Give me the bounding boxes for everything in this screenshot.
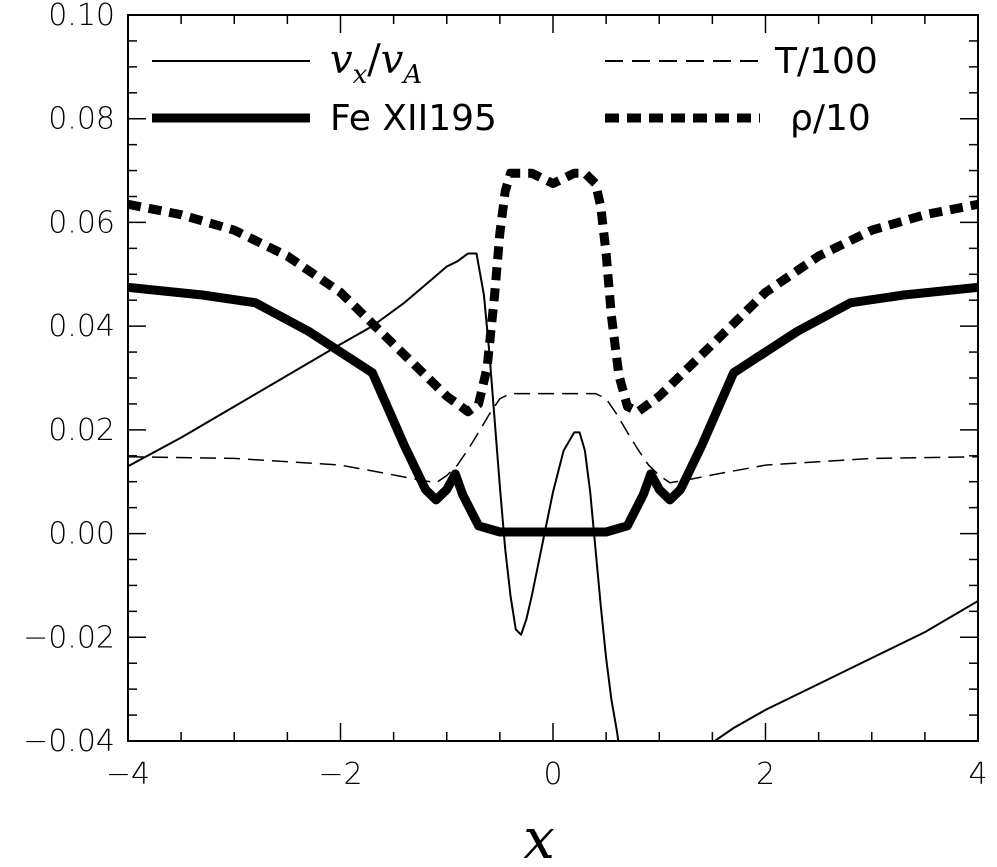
y-tick-label: −0.02: [23, 620, 115, 655]
axes-layer: −4 −2 0 2 4 −0.04 −0.02 0.00 0.02 0.04 0.06 0.08 0.1…: [23, 0, 987, 792]
series-line-4: [128, 168, 978, 417]
legend-label-temperature: T/100: [774, 41, 878, 82]
data-series-layer: [128, 168, 978, 741]
y-tick-label: 0.04: [48, 309, 115, 344]
series-line-3: [128, 282, 978, 537]
y-tick-label: 0.08: [48, 102, 115, 137]
series-line-0: [128, 252, 620, 741]
x-tick-label: −2: [318, 757, 362, 792]
x-axis-label: x: [523, 807, 555, 867]
y-tick-label: 0.00: [48, 517, 115, 552]
y-tick-label: 0.10: [48, 0, 115, 33]
legend-label-density: ρ/10: [790, 98, 871, 139]
y-tick-label: 0.06: [48, 205, 115, 240]
legend: vx/vA T/100 Fe XII195 ρ/10: [152, 37, 878, 139]
legend-label-fexii: Fe XII195: [330, 98, 497, 139]
plot-frame: [127, 14, 979, 742]
y-tick-label: −0.04: [23, 724, 115, 759]
series-line-1: [712, 600, 978, 741]
x-tick-label: 4: [968, 757, 987, 792]
x-tick-label: 0: [543, 757, 562, 792]
y-tick-label: 0.02: [48, 413, 115, 448]
x-tick-label: −4: [106, 757, 150, 792]
x-tick-label: 2: [756, 757, 775, 792]
legend-label-vx: vx/vA: [330, 37, 422, 90]
